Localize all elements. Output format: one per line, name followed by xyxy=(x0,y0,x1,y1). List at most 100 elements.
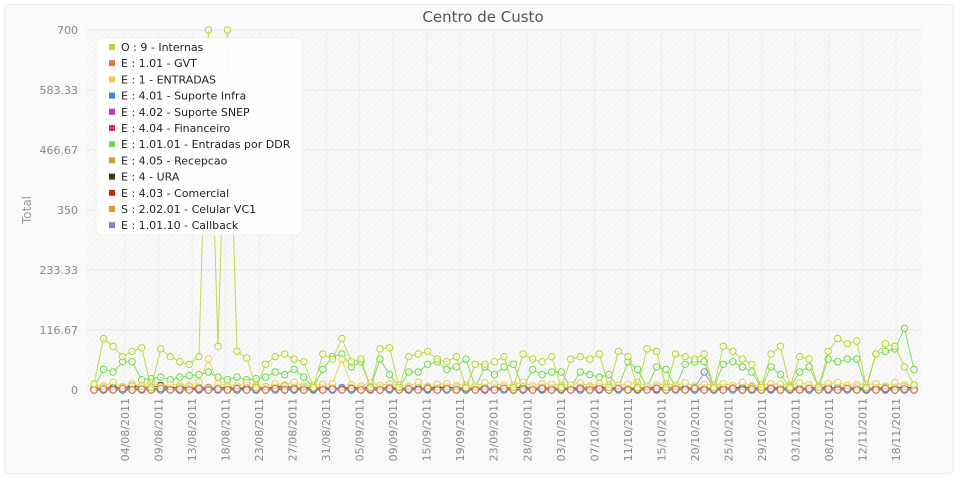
data-point[interactable] xyxy=(710,383,718,392)
data-point[interactable] xyxy=(671,350,680,358)
data-point[interactable] xyxy=(309,383,317,392)
legend-entry[interactable]: E : 4.02 - Suporte SNEP xyxy=(121,106,250,119)
data-point[interactable] xyxy=(757,383,766,392)
legend-entry[interactable]: E : 4.01 - Suporte Infra xyxy=(121,90,246,103)
data-point[interactable] xyxy=(452,352,460,361)
data-point[interactable] xyxy=(452,386,460,394)
data-point[interactable] xyxy=(519,350,527,358)
data-point[interactable] xyxy=(633,383,642,392)
data-point[interactable] xyxy=(118,384,127,393)
data-point[interactable] xyxy=(700,386,708,394)
data-point[interactable] xyxy=(681,386,689,394)
data-point[interactable] xyxy=(300,358,308,366)
data-point[interactable] xyxy=(719,342,727,350)
data-point[interactable] xyxy=(357,355,365,363)
data-point[interactable] xyxy=(99,334,108,343)
data-point[interactable] xyxy=(385,370,394,379)
data-point[interactable] xyxy=(586,386,594,394)
data-point[interactable] xyxy=(424,347,432,356)
data-point[interactable] xyxy=(405,385,413,393)
data-point[interactable] xyxy=(414,350,422,358)
data-point[interactable] xyxy=(805,355,813,363)
data-point[interactable] xyxy=(109,386,117,394)
data-point[interactable] xyxy=(300,373,308,381)
data-point[interactable] xyxy=(462,383,470,392)
data-point[interactable] xyxy=(204,355,213,363)
data-point[interactable] xyxy=(700,350,708,358)
data-point[interactable] xyxy=(128,358,136,366)
legend-entry[interactable]: E : 4.04 - Financeiro xyxy=(121,122,231,135)
data-point[interactable] xyxy=(328,355,337,363)
data-point[interactable] xyxy=(414,368,422,376)
data-point[interactable] xyxy=(347,384,356,393)
data-point[interactable] xyxy=(99,365,108,374)
data-point[interactable] xyxy=(185,360,194,368)
data-point[interactable] xyxy=(281,370,289,379)
data-point[interactable] xyxy=(500,384,508,393)
legend-entry[interactable]: E : 1.01.10 - Callback xyxy=(121,219,239,232)
data-point[interactable] xyxy=(261,386,270,394)
data-point[interactable] xyxy=(414,378,422,386)
data-point[interactable] xyxy=(204,368,213,376)
data-point[interactable] xyxy=(509,360,518,368)
data-point[interactable] xyxy=(347,358,356,366)
data-point[interactable] xyxy=(338,334,346,343)
data-point[interactable] xyxy=(242,354,251,362)
data-point[interactable] xyxy=(528,386,537,394)
data-point[interactable] xyxy=(519,378,527,386)
data-point[interactable] xyxy=(748,385,756,393)
data-point[interactable] xyxy=(576,384,584,393)
data-point[interactable] xyxy=(671,385,680,393)
data-point[interactable] xyxy=(548,368,556,376)
data-point[interactable] xyxy=(500,352,508,361)
data-point[interactable] xyxy=(176,385,184,393)
data-point[interactable] xyxy=(128,380,136,388)
data-point[interactable] xyxy=(805,384,813,393)
data-point[interactable] xyxy=(795,368,804,376)
data-point[interactable] xyxy=(548,386,556,394)
data-point[interactable] xyxy=(595,373,603,381)
data-point[interactable] xyxy=(290,355,298,363)
data-point[interactable] xyxy=(567,386,575,394)
data-point[interactable] xyxy=(424,360,432,368)
legend-entry[interactable]: E : 4.03 - Comercial xyxy=(121,187,229,200)
data-point[interactable] xyxy=(166,352,175,361)
data-point[interactable] xyxy=(109,378,117,386)
data-point[interactable] xyxy=(576,352,584,361)
data-point[interactable] xyxy=(185,371,194,380)
data-point[interactable] xyxy=(643,345,651,353)
data-point[interactable] xyxy=(433,355,441,363)
data-point[interactable] xyxy=(872,380,880,388)
data-point[interactable] xyxy=(290,385,298,393)
data-point[interactable] xyxy=(824,347,832,356)
data-point[interactable] xyxy=(128,347,136,356)
legend-entry[interactable]: E : 1 - ENTRADAS xyxy=(121,73,216,86)
data-point[interactable] xyxy=(538,384,546,393)
data-point[interactable] xyxy=(281,350,289,358)
data-point[interactable] xyxy=(548,352,556,361)
data-point[interactable] xyxy=(233,347,241,356)
data-point[interactable] xyxy=(662,365,670,374)
data-point[interactable] xyxy=(443,358,451,366)
data-point[interactable] xyxy=(614,347,623,356)
data-point[interactable] xyxy=(767,384,775,393)
data-point[interactable] xyxy=(681,352,689,361)
data-point[interactable] xyxy=(214,385,222,393)
data-point[interactable] xyxy=(195,384,203,393)
data-point[interactable] xyxy=(252,383,260,392)
data-point[interactable] xyxy=(595,385,603,393)
data-point[interactable] xyxy=(300,386,308,394)
data-point[interactable] xyxy=(490,380,499,388)
data-point[interactable] xyxy=(176,358,184,366)
data-point[interactable] xyxy=(834,358,842,366)
data-point[interactable] xyxy=(538,358,546,366)
data-point[interactable] xyxy=(595,350,603,358)
data-point[interactable] xyxy=(776,370,785,379)
data-point[interactable] xyxy=(176,373,184,381)
data-point[interactable] xyxy=(557,383,565,392)
data-point[interactable] xyxy=(776,386,785,394)
data-point[interactable] xyxy=(138,385,146,393)
data-point[interactable] xyxy=(204,26,213,34)
data-point[interactable] xyxy=(767,350,775,358)
data-point[interactable] xyxy=(319,386,327,394)
